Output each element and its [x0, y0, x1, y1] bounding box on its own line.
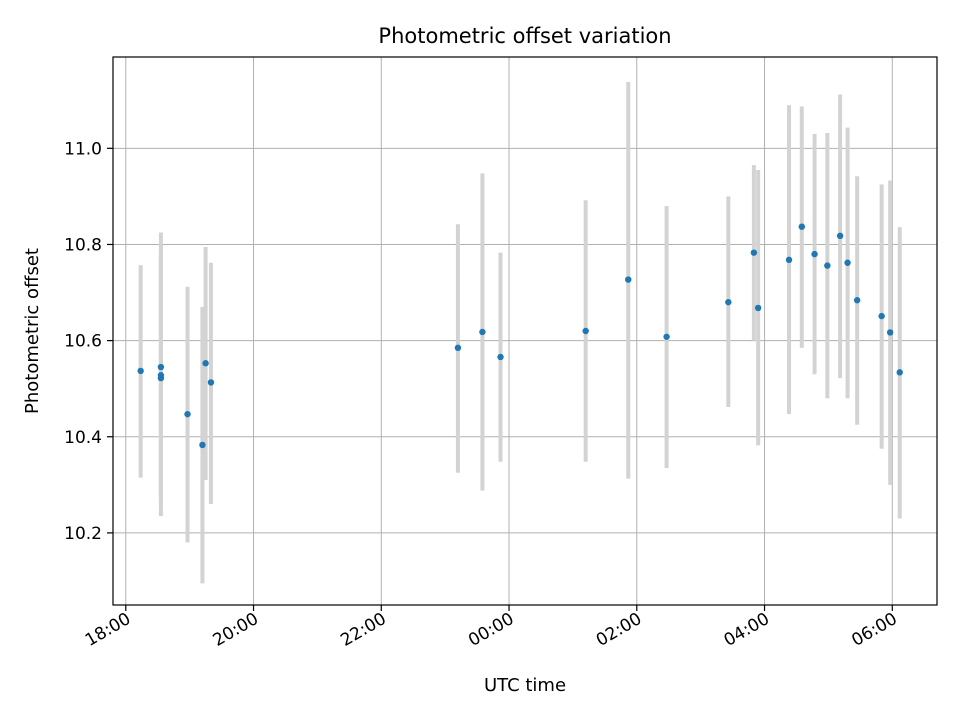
data-point — [896, 369, 903, 376]
data-point — [497, 353, 504, 361]
data-point — [878, 312, 885, 320]
y-axis-label: Photometric offset — [22, 248, 43, 414]
y-axis: 10.2 10.4 10.6 10.8 11.0 — [64, 139, 113, 544]
x-axis-label: UTC time — [484, 675, 566, 696]
data-point — [798, 223, 805, 230]
data-points — [137, 223, 903, 449]
data-point — [824, 262, 831, 269]
y-tick-label: 10.8 — [64, 235, 102, 255]
y-tick-label: 10.4 — [64, 428, 102, 448]
data-point — [625, 276, 632, 283]
data-point — [844, 259, 851, 266]
data-point — [207, 379, 215, 386]
data-point — [137, 367, 144, 375]
y-tick-label: 10.2 — [64, 524, 102, 544]
data-point — [853, 297, 861, 304]
data-point — [157, 374, 165, 382]
y-tick-label: 11.0 — [64, 139, 102, 159]
data-point — [750, 249, 758, 256]
data-point — [184, 410, 191, 418]
y-tick-label: 10.6 — [64, 332, 102, 352]
data-point — [811, 250, 818, 258]
data-point — [663, 333, 670, 340]
data-point — [725, 298, 732, 306]
data-point — [754, 304, 762, 312]
data-point — [199, 441, 206, 449]
data-point — [202, 360, 209, 367]
plot-frame — [112, 56, 938, 606]
chart-title: Photometric offset variation — [378, 24, 671, 48]
data-point — [582, 327, 589, 335]
data-point — [479, 328, 486, 336]
data-point — [886, 329, 894, 336]
data-point — [785, 256, 793, 264]
data-point — [836, 232, 844, 240]
data-point — [157, 363, 165, 371]
data-point — [454, 344, 462, 352]
grid — [113, 57, 937, 605]
